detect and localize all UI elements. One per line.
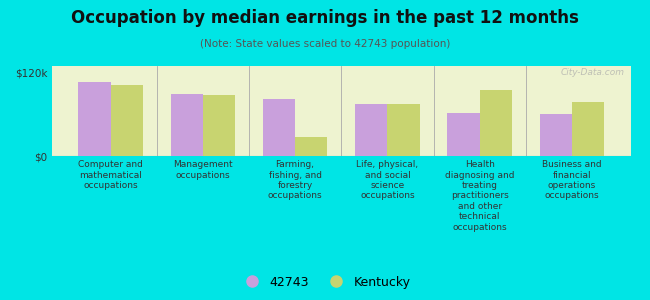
Bar — [111, 85, 143, 156]
Text: City-Data.com: City-Data.com — [561, 68, 625, 77]
Bar — [447, 113, 480, 156]
Bar — [78, 82, 111, 156]
Bar — [170, 94, 203, 156]
Bar — [540, 115, 572, 156]
Bar — [263, 99, 295, 156]
Bar — [355, 104, 387, 156]
Legend: 42743, Kentucky: 42743, Kentucky — [234, 271, 416, 294]
Bar — [572, 102, 604, 156]
Bar — [295, 136, 328, 156]
Bar — [480, 90, 512, 156]
Bar — [203, 95, 235, 156]
Bar — [387, 104, 420, 156]
Text: (Note: State values scaled to 42743 population): (Note: State values scaled to 42743 popu… — [200, 39, 450, 49]
Text: Occupation by median earnings in the past 12 months: Occupation by median earnings in the pas… — [71, 9, 579, 27]
